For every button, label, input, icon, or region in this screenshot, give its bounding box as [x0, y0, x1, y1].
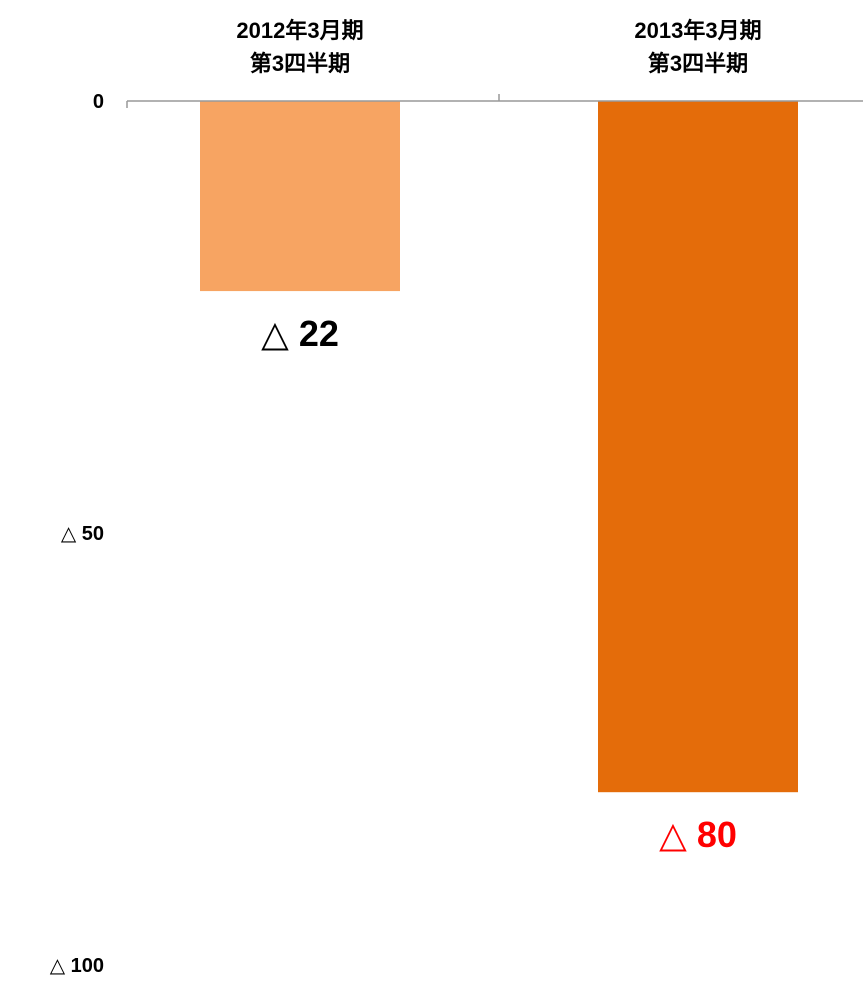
category-label-1-line-0: 2013年3月期 — [634, 18, 761, 43]
y-tick-label-0: 0 — [93, 91, 104, 113]
category-label-0-line-0: 2012年3月期 — [236, 18, 363, 43]
bar-0 — [200, 101, 400, 292]
y-tick-label-2: △ 100 — [50, 955, 104, 977]
data-labels: △ 22 △ 80 — [261, 313, 737, 855]
data-label-0: △ 22 — [261, 313, 339, 354]
bars — [200, 101, 798, 793]
category-label-1-line-1: 第3四半期 — [648, 51, 748, 76]
y-tick-label-1: △ 50 — [61, 523, 104, 545]
bar-1 — [598, 101, 798, 793]
category-label-0-line-1: 第3四半期 — [250, 51, 350, 76]
data-label-1: △ 80 — [659, 814, 737, 855]
y-axis-ticks: 0 △ 50 △ 100 — [50, 91, 104, 977]
